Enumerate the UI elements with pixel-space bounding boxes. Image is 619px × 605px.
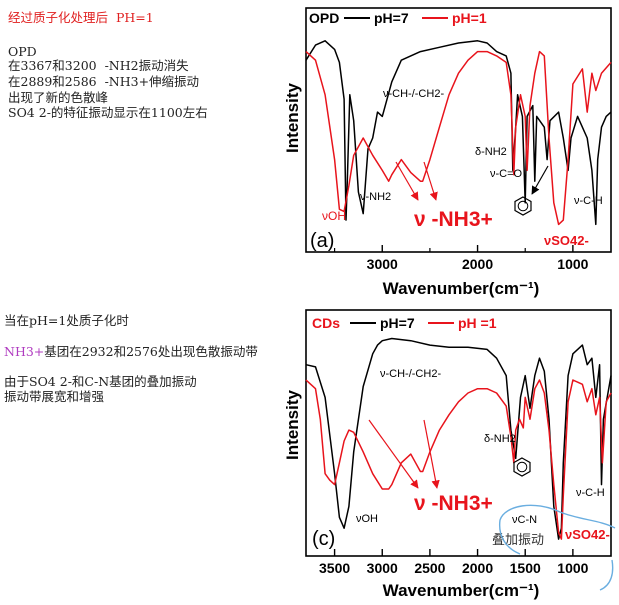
panel-c-arrow-2 (423, 419, 440, 489)
panel-a-annot-ch: ν-CH-/-CH2- (383, 88, 444, 100)
panel-a-frame (305, 7, 612, 253)
panel-a-label: (a) (310, 230, 334, 252)
panel-a-series-ph1 (305, 50, 612, 226)
top-note-line-1: 在3367和3200 -NH2振动消失 (8, 58, 189, 73)
panel-c-arrow-1 (368, 419, 419, 489)
panel-c-annot-so4: νSO42- (565, 527, 610, 542)
panel-a-annot-ch-2: ν-C-H (574, 195, 603, 207)
mid-note-line-2-rest: 基团在2932和2576处出现色散振动带 (44, 344, 258, 359)
mid-note-line-4: 振动带展宽和增强 (4, 389, 105, 404)
panel-a-annot-dnh2: δ-NH2 (475, 146, 507, 158)
panel-c-annot-ch: ν-CH-/-CH2- (380, 368, 441, 380)
panel-a-annot-co: ν-C=O (490, 168, 523, 180)
panel-c-frame (305, 309, 612, 557)
panel-a-arrow-1 (395, 161, 419, 201)
panel-c-xlabel: Wavenumber(cm⁻¹) (383, 581, 540, 600)
panel-a-tick-label-2000: 2000 (462, 256, 493, 272)
panel-a-tick-label-3000: 3000 (367, 256, 398, 272)
panel-c-annot-ch-2: ν-C-H (576, 487, 605, 499)
panel-a-tick-label-1000: 1000 (557, 256, 588, 272)
panel-c-legend-label-ph1: pH =1 (458, 315, 497, 331)
panel-a-legend-label-ph7: pH=7 (374, 10, 409, 26)
panel-c-annot-dnh2: δ-NH2 (484, 433, 516, 445)
panel-a-series-ph7 (305, 40, 612, 226)
panel-c-tick-label-3000: 3000 (367, 560, 398, 576)
panel-a-legend-label-ph1: pH=1 (452, 10, 487, 26)
mid-note-line-1: 当在pH=1处质子化时 (4, 313, 129, 328)
panel-a-annot-so4: νSO42- (544, 233, 589, 248)
panel-a-annot-nh3: ν -NH3+ (414, 208, 493, 231)
panel-c-legend-label-ph7: pH=7 (380, 315, 415, 331)
panel-c-benzene-icon (513, 457, 531, 477)
mid-note-line-2: NH3+基团在2932和2576处出现色散振动带 (4, 344, 258, 360)
panel-c-legend-prefix: CDs (312, 315, 340, 331)
panel-c-ylabel: Intensity (283, 390, 302, 460)
panel-c-highlight-scribble (498, 504, 616, 591)
top-note-line-2: 在2889和2586 -NH3+伸缩振动 (8, 74, 200, 89)
top-note-line-3: 出现了新的色散峰 (8, 90, 109, 105)
panel-c-tick-label-2000: 2000 (462, 560, 493, 576)
top-note-line-0: OPD (8, 44, 37, 59)
panel-a-benzene-icon (514, 196, 532, 216)
top-note-line-4: SO4 2-的特征振动显示在1100左右 (8, 105, 208, 120)
panel-a-annot-nh2: ν-NH2 (360, 191, 391, 203)
panel-a-xlabel: Wavenumber(cm⁻¹) (383, 279, 540, 298)
panel-c-annot-oh: νOH (356, 513, 378, 525)
panel-c-annot-nh3: ν -NH3+ (414, 492, 493, 515)
panel-c-series-ph1 (305, 379, 612, 540)
top-title: 经过质子化处理后 PH=1 (8, 10, 154, 25)
panel-a-ylabel: Intensity (283, 83, 302, 153)
panel-a-legend-prefix: OPD (309, 10, 339, 26)
panel-c-annot-overlap: 叠加振动 (492, 533, 544, 548)
panel-c-series-ph7 (305, 337, 612, 540)
panel-c-tick-label-2500: 2500 (414, 560, 445, 576)
panel-c-annot-cn: νC-N (512, 514, 537, 526)
panel-c-label: (c) (312, 528, 335, 550)
panel-a-annot-oh: νOH (322, 209, 346, 223)
panel-a-arrow-2 (423, 161, 438, 201)
panel-a-arrow-3 (531, 165, 549, 195)
panel-c-tick-label-1500: 1500 (510, 560, 541, 576)
mid-note-line-3: 由于SO4 2-和C-N基团的叠加振动 (4, 374, 197, 389)
panel-c-tick-label-3500: 3500 (319, 560, 350, 576)
panel-c-tick-label-1000: 1000 (557, 560, 588, 576)
mid-note-nh3-prefix: NH3+ (4, 344, 45, 359)
